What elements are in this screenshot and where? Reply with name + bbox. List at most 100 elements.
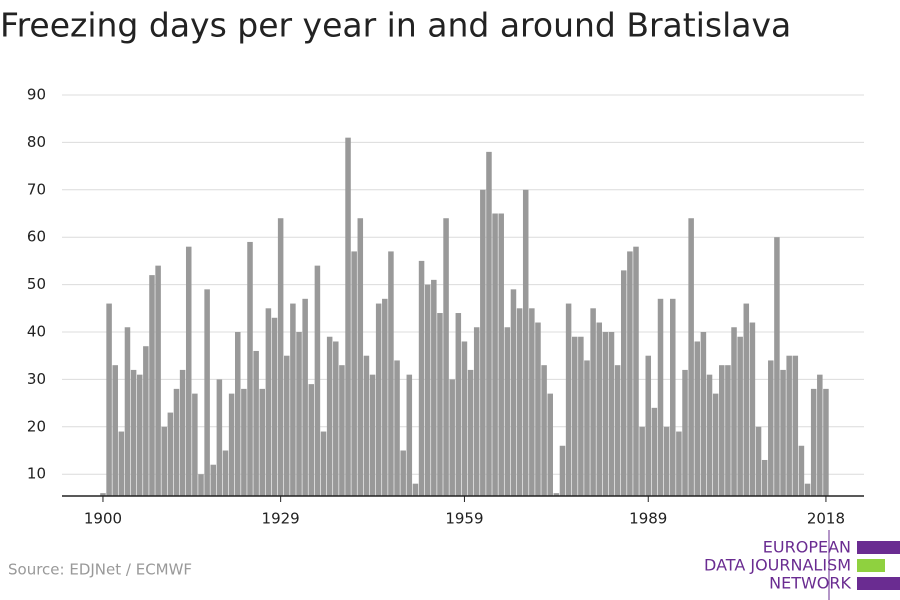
bar [498,213,504,496]
bar [522,189,529,496]
bar [559,445,566,496]
logo-bar [857,559,885,572]
bar [810,388,817,496]
bar [467,369,474,496]
bar [204,289,210,496]
bar [737,336,743,496]
bar [761,459,768,496]
bar [627,251,633,496]
bar [657,298,664,496]
y-tick-label: 50 [27,275,46,293]
bar [106,303,112,496]
bar [461,341,468,496]
bar [333,341,339,496]
bar [363,355,370,496]
bar [241,388,247,496]
bar [437,313,443,496]
bar [596,322,602,496]
bar [161,426,167,496]
bar [749,322,756,496]
y-tick-label: 30 [27,370,46,388]
bar [504,327,511,496]
bar [149,275,155,496]
bar [198,474,204,496]
bar [620,270,627,496]
bar [124,327,131,496]
bar [351,251,357,496]
logo-text: EUROPEAN [763,538,851,557]
bar [792,355,799,496]
bar [486,151,492,496]
bar [651,407,658,496]
bar [388,251,394,496]
bar [602,331,609,496]
bar [743,303,750,496]
bar [614,365,621,496]
bar [798,445,805,496]
bar [541,365,547,496]
bar [590,308,596,496]
bar [639,426,645,496]
bar [688,218,694,496]
bar [473,327,480,496]
bar [155,265,161,496]
y-tick-label: 40 [27,322,46,340]
bar [100,493,106,496]
bar [768,360,774,496]
bar [804,483,811,496]
bar [345,137,351,496]
bar [725,365,731,496]
bar [480,189,486,496]
bar [663,426,670,496]
bar [443,218,449,496]
bar [547,393,553,496]
bar [786,355,792,496]
bar [565,303,572,496]
source: Source: EDJNet / ECMWF [8,561,192,579]
bar [510,289,517,496]
y-tick-label: 90 [27,86,46,104]
bar [284,355,290,496]
bar [424,284,431,496]
x-tick-label: 1989 [629,510,667,528]
y-tick-label: 70 [27,180,46,198]
bar [357,218,364,496]
bar [265,308,272,496]
bar [326,336,333,496]
bar [774,237,780,496]
bar [136,374,143,496]
bar [584,360,590,496]
bar [130,369,137,496]
bar [259,388,266,496]
x-tick-label: 1959 [445,510,483,528]
bar [823,388,829,496]
bar [492,213,498,496]
bar [406,374,413,496]
bar [694,341,701,496]
bar [455,313,462,496]
bar [296,331,302,496]
logo-text: DATA JOURNALISM [704,556,851,575]
bar [571,336,578,496]
bar [731,327,737,496]
bar [394,360,400,496]
bar [700,331,707,496]
bar [449,379,455,496]
bar [817,374,823,496]
bar [712,393,719,496]
bar [234,331,241,496]
bar [271,317,278,496]
bar [112,365,118,496]
logo-bar [857,541,900,554]
bar [382,298,388,496]
bar [535,322,541,496]
bar [608,331,615,496]
bar [222,450,229,496]
x-tick-label: 1900 [84,510,122,528]
chart-title: Freezing days per year in and around Bra… [0,6,791,45]
bar [308,384,315,496]
bar [412,483,419,496]
bar [670,298,676,496]
bar [339,365,345,496]
bar [228,393,235,496]
